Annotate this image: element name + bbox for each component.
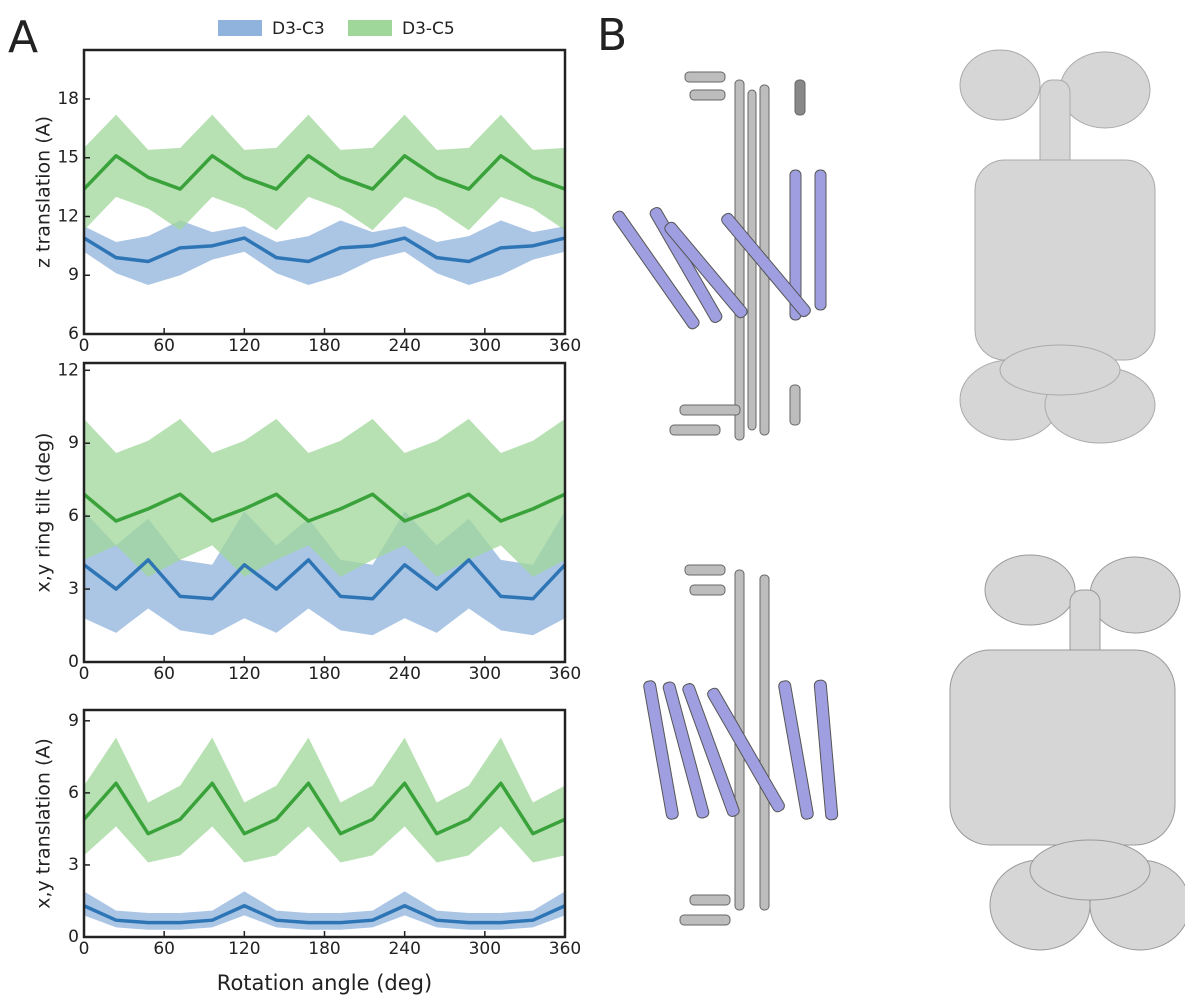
cartoon-top <box>611 72 826 440</box>
x-tick-label: 0 <box>79 664 90 684</box>
x-tick-label: 180 <box>308 664 340 684</box>
cartoon-bottom <box>643 565 838 925</box>
x-tick-label: 60 <box>153 664 175 684</box>
figure: A B <box>0 0 1185 998</box>
y-tick-label: 6 <box>68 324 79 344</box>
x-tick-label: 240 <box>388 336 420 356</box>
legend-swatch <box>348 20 392 36</box>
surface-top <box>960 50 1155 443</box>
y-tick-label: 0 <box>68 652 79 672</box>
x-axis-label: Rotation angle (deg) <box>217 971 432 995</box>
y-tick-label: 12 <box>57 360 79 380</box>
y-tick-label: 12 <box>57 206 79 226</box>
legend-label: D3-C3 <box>272 19 325 39</box>
y-tick-label: 6 <box>68 506 79 526</box>
y-axis-label: z translation (A) <box>33 116 55 268</box>
surface-bottom <box>950 555 1185 950</box>
x-tick-label: 60 <box>153 939 175 959</box>
band <box>84 738 565 863</box>
y-tick-label: 9 <box>68 711 79 731</box>
x-tick-label: 60 <box>153 336 175 356</box>
y-axis-label: x,y ring tilt (deg) <box>33 433 55 593</box>
x-tick-label: 180 <box>308 939 340 959</box>
band <box>84 115 565 231</box>
y-tick-label: 3 <box>68 855 79 875</box>
y-tick-label: 3 <box>68 579 79 599</box>
y-tick-label: 6 <box>68 783 79 803</box>
x-tick-label: 120 <box>228 336 260 356</box>
y-tick-label: 0 <box>68 927 79 947</box>
x-tick-label: 120 <box>228 664 260 684</box>
panel-label: B <box>597 10 627 61</box>
x-tick-label: 240 <box>388 664 420 684</box>
x-tick-label: 300 <box>469 336 501 356</box>
x-tick-label: 360 <box>549 664 581 684</box>
x-tick-label: 300 <box>469 939 501 959</box>
x-tick-label: 0 <box>79 336 90 356</box>
legend-label: D3-C5 <box>402 19 455 39</box>
x-tick-label: 120 <box>228 939 260 959</box>
legend-swatch <box>218 20 262 36</box>
x-tick-label: 300 <box>469 664 501 684</box>
y-tick-label: 9 <box>68 265 79 285</box>
y-tick-label: 9 <box>68 433 79 453</box>
y-tick-label: 15 <box>57 148 79 168</box>
panel-label: A <box>8 12 38 63</box>
y-tick-label: 18 <box>57 89 79 109</box>
x-tick-label: 360 <box>549 939 581 959</box>
x-tick-label: 240 <box>388 939 420 959</box>
structure-images <box>611 50 1185 950</box>
x-tick-label: 180 <box>308 336 340 356</box>
x-tick-label: 360 <box>549 336 581 356</box>
y-axis-label: x,y translation (A) <box>33 738 55 909</box>
x-tick-label: 0 <box>79 939 90 959</box>
